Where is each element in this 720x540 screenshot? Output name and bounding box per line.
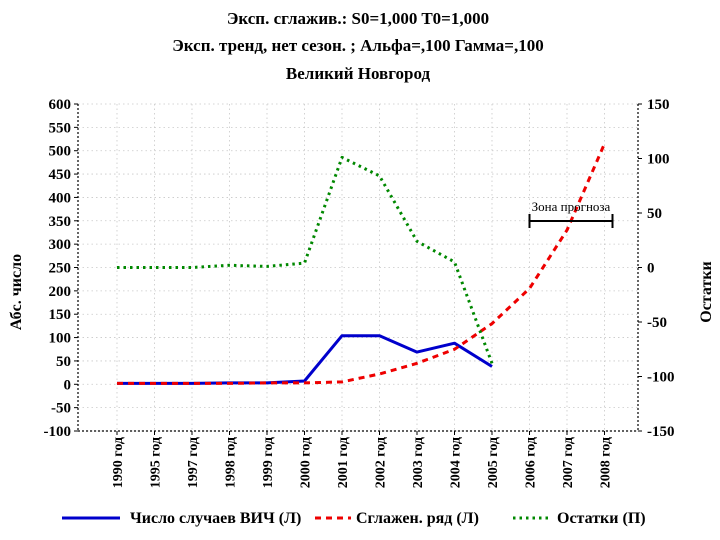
right-tick-label: 0 xyxy=(647,261,655,277)
left-tick-label: 200 xyxy=(49,284,72,300)
left-tick-label: 400 xyxy=(49,190,72,206)
right-tick-label: 100 xyxy=(647,152,670,168)
right-tick-label: 50 xyxy=(647,206,662,222)
grid-lines xyxy=(78,103,638,432)
left-tick-label: 550 xyxy=(49,120,72,136)
left-tick-label: 600 xyxy=(49,97,72,113)
right-tick-label: -150 xyxy=(647,424,675,440)
x-tick-label: 1997 год xyxy=(186,437,201,488)
left-tick-label: 50 xyxy=(56,354,71,370)
x-tick-label: 1990 год xyxy=(111,437,126,488)
chart-title-line-2: Эксп. тренд, нет сезон. ; Альфа=,100 Гам… xyxy=(172,36,543,55)
x-tick-label: 1999 год xyxy=(261,437,276,488)
right-axis-label: Остатки xyxy=(698,261,715,322)
right-tick-label: -100 xyxy=(647,370,675,386)
x-tick-label: 2003 год xyxy=(411,437,426,488)
x-axis-ticks: 1990 год 1995 год 1997 год 1998 год 1999 год… xyxy=(111,431,614,488)
series-line-2 xyxy=(117,143,606,385)
left-tick-label: 100 xyxy=(49,331,72,347)
series-lines xyxy=(117,143,606,385)
x-tick-label: 2000 год xyxy=(299,437,314,488)
left-tick-label: 0 xyxy=(64,377,72,393)
legend-label-2: Сглажен. ряд (Л) xyxy=(356,510,479,527)
x-tick-label: 1995 год xyxy=(149,437,164,488)
chart-title-line-3: Великий Новгород xyxy=(286,64,431,83)
x-tick-label: 2006 год xyxy=(524,437,539,488)
right-tick-label: -50 xyxy=(647,315,667,331)
right-axis-ticks: 150 100 50 0 -50 -100 -150 xyxy=(638,97,675,440)
legend: Число случаев ВИЧ (Л) Сглажен. ряд (Л) Ост… xyxy=(62,510,646,527)
legend-label-1: Число случаев ВИЧ (Л) xyxy=(130,510,301,527)
left-tick-label: 350 xyxy=(49,214,72,230)
right-tick-label: 150 xyxy=(647,97,670,113)
chart-titles: Эксп. сглажив.: S0=1,000 T0=1,000 Эксп. … xyxy=(172,9,543,83)
series-line-1 xyxy=(117,334,493,385)
left-tick-label: -100 xyxy=(44,424,72,440)
x-tick-label: 2004 год xyxy=(449,437,464,488)
forecast-zone-annotation: Зона прогноза xyxy=(528,199,614,228)
left-tick-label: 500 xyxy=(49,144,72,160)
legend-label-3: Остатки (П) xyxy=(557,510,646,527)
chart-title-line-1: Эксп. сглажив.: S0=1,000 T0=1,000 xyxy=(227,9,489,28)
forecast-zone-label: Зона прогноза xyxy=(532,199,611,214)
x-tick-label: 2008 год xyxy=(599,437,614,488)
left-axis-ticks: 600550500450400350300250200150100500-50-… xyxy=(44,97,78,440)
left-axis-label: Абс. число xyxy=(8,254,25,330)
left-tick-label: -50 xyxy=(51,401,71,417)
x-tick-label: 2007 год xyxy=(561,437,576,488)
x-tick-label: 1998 год xyxy=(224,437,239,488)
x-tick-label: 2005 год xyxy=(486,437,501,488)
series-line-3 xyxy=(117,155,494,364)
left-tick-label: 250 xyxy=(49,261,72,277)
left-tick-label: 450 xyxy=(49,167,72,183)
left-tick-label: 150 xyxy=(49,307,72,323)
x-tick-label: 2002 год xyxy=(374,437,389,488)
x-tick-label: 2001 год xyxy=(336,437,351,488)
left-tick-label: 300 xyxy=(49,237,72,253)
